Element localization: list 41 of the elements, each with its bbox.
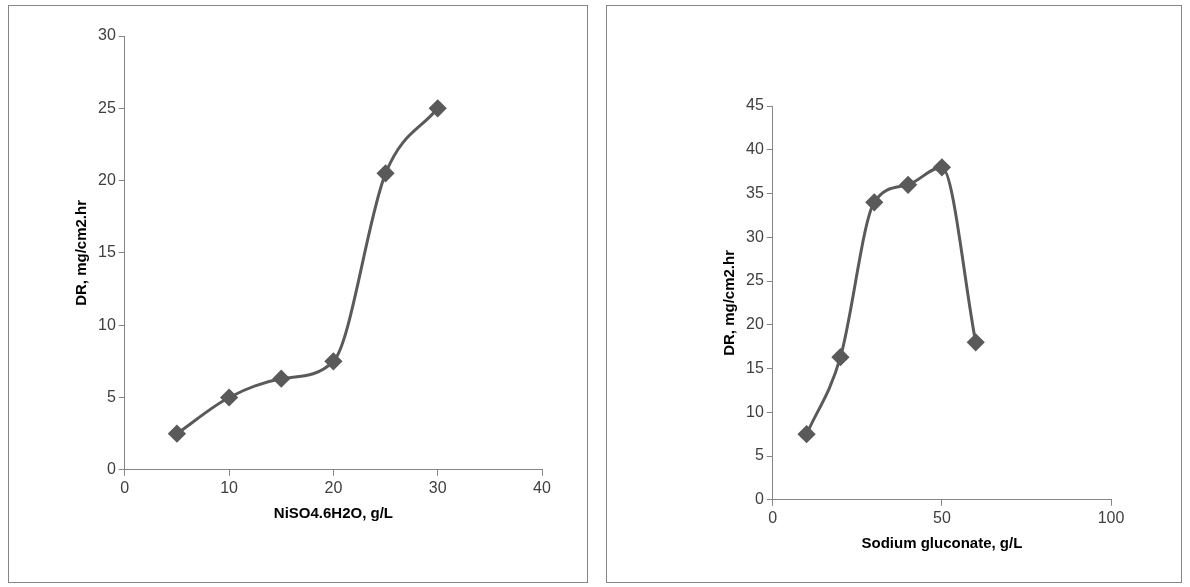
y-tick-label: 35	[746, 183, 764, 201]
y-tick-label: 30	[98, 26, 116, 44]
point	[429, 99, 447, 117]
y-tick-label: 15	[98, 243, 116, 261]
x-tick-label: 50	[933, 508, 951, 526]
y-tick-label: 15	[746, 358, 764, 376]
y-tick-label: 10	[746, 402, 764, 420]
x-axis-title: NiSO4.6H2O, g/L	[273, 504, 393, 522]
y-tick-label: 5	[106, 387, 116, 405]
x-tick-label: 30	[428, 478, 447, 496]
point	[168, 425, 186, 443]
x-tick-label: 0	[120, 478, 130, 496]
point	[831, 348, 849, 366]
x-tick-label: 40	[533, 478, 551, 496]
y-tick-label: 0	[754, 490, 764, 508]
point	[220, 389, 238, 406]
point	[865, 193, 883, 211]
y-axis-title: DR, mg/cm2.hr	[72, 199, 90, 306]
y-tick-label: 45	[746, 96, 764, 114]
point	[967, 333, 985, 351]
y-tick-label: 25	[746, 271, 764, 289]
y-tick-label: 20	[98, 171, 116, 189]
x-axis-title: Sodium gluconate, g/L	[861, 534, 1023, 552]
x-tick-label: 100	[1097, 508, 1125, 526]
point	[798, 425, 816, 443]
y-tick-label: 20	[746, 315, 764, 333]
y-tick-label: 25	[98, 98, 116, 116]
y-tick-label: 30	[746, 227, 764, 245]
point	[324, 352, 342, 370]
x-tick-label: 0	[768, 508, 778, 526]
y-tick-label: 10	[98, 315, 116, 333]
x-tick-label: 10	[220, 478, 239, 496]
y-tick-label: 0	[106, 460, 116, 478]
y-axis-title: DR, mg/cm2.hr	[720, 249, 738, 356]
y-tick-label: 40	[746, 140, 764, 158]
point	[899, 176, 917, 194]
point	[377, 164, 395, 182]
y-tick-label: 5	[754, 446, 764, 464]
point	[933, 158, 951, 176]
point	[272, 370, 290, 388]
x-tick-label: 20	[324, 478, 343, 496]
